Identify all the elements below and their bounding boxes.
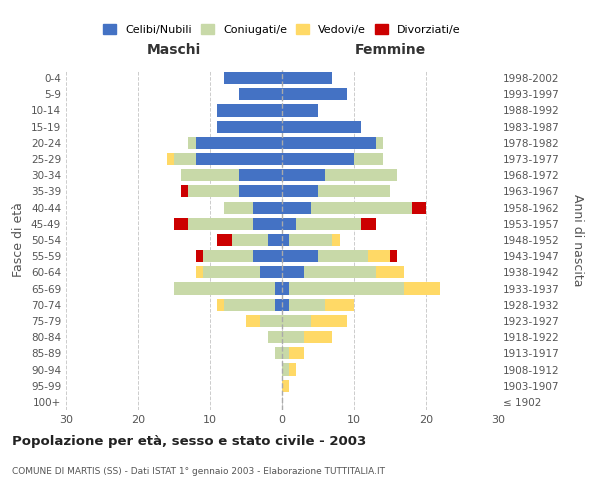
Bar [188, 186, 239, 198]
Bar [282, 120, 361, 132]
Bar [196, 137, 282, 149]
Bar [174, 218, 188, 230]
Bar [253, 218, 282, 230]
Bar [282, 153, 354, 165]
Bar [289, 298, 325, 311]
Bar [268, 234, 282, 246]
Bar [282, 202, 311, 213]
Bar [390, 250, 397, 262]
Bar [282, 364, 289, 376]
Y-axis label: Anni di nascita: Anni di nascita [571, 194, 584, 286]
Bar [196, 153, 282, 165]
Bar [167, 153, 174, 165]
Bar [282, 72, 332, 84]
Bar [217, 298, 224, 311]
Bar [282, 298, 289, 311]
Bar [239, 88, 282, 101]
Bar [296, 218, 361, 230]
Bar [268, 331, 282, 343]
Bar [289, 364, 296, 376]
Bar [304, 331, 332, 343]
Bar [181, 169, 239, 181]
Bar [282, 282, 289, 294]
Bar [196, 250, 203, 262]
Bar [376, 137, 383, 149]
Bar [282, 250, 318, 262]
Bar [224, 72, 282, 84]
Bar [282, 104, 318, 117]
Legend: Celibi/Nubili, Coniugati/e, Vedovi/e, Divorziati/e: Celibi/Nubili, Coniugati/e, Vedovi/e, Di… [100, 21, 464, 38]
Bar [181, 186, 188, 198]
Bar [239, 169, 282, 181]
Bar [311, 315, 347, 327]
Bar [217, 104, 282, 117]
Bar [246, 315, 260, 327]
Bar [217, 120, 282, 132]
Bar [275, 348, 282, 360]
Bar [318, 250, 368, 262]
Bar [196, 266, 203, 278]
Bar [354, 153, 383, 165]
Bar [239, 186, 282, 198]
Bar [368, 250, 390, 262]
Bar [289, 282, 404, 294]
Bar [361, 218, 376, 230]
Bar [174, 282, 275, 294]
Bar [332, 234, 340, 246]
Y-axis label: Fasce di età: Fasce di età [13, 202, 25, 278]
Bar [232, 234, 268, 246]
Bar [260, 315, 282, 327]
Bar [282, 137, 376, 149]
Bar [282, 331, 304, 343]
Bar [376, 266, 404, 278]
Bar [282, 348, 289, 360]
Text: COMUNE DI MARTIS (SS) - Dati ISTAT 1° gennaio 2003 - Elaborazione TUTTITALIA.IT: COMUNE DI MARTIS (SS) - Dati ISTAT 1° ge… [12, 468, 385, 476]
Text: Maschi: Maschi [147, 43, 201, 57]
Bar [282, 380, 289, 392]
Bar [404, 282, 440, 294]
Bar [289, 348, 304, 360]
Text: Femmine: Femmine [355, 43, 425, 57]
Bar [260, 266, 282, 278]
Bar [318, 186, 390, 198]
Bar [275, 298, 282, 311]
Bar [412, 202, 426, 213]
Bar [325, 169, 397, 181]
Bar [282, 218, 296, 230]
Bar [282, 88, 347, 101]
Bar [224, 202, 253, 213]
Bar [282, 169, 325, 181]
Bar [304, 266, 376, 278]
Bar [275, 282, 282, 294]
Text: Popolazione per età, sesso e stato civile - 2003: Popolazione per età, sesso e stato civil… [12, 435, 366, 448]
Bar [188, 137, 196, 149]
Bar [203, 250, 253, 262]
Bar [282, 266, 304, 278]
Bar [311, 202, 412, 213]
Bar [289, 234, 332, 246]
Bar [217, 234, 232, 246]
Bar [253, 202, 282, 213]
Bar [282, 186, 318, 198]
Bar [224, 298, 275, 311]
Bar [188, 218, 253, 230]
Bar [325, 298, 354, 311]
Bar [282, 234, 289, 246]
Bar [203, 266, 260, 278]
Bar [282, 315, 311, 327]
Bar [253, 250, 282, 262]
Bar [174, 153, 196, 165]
